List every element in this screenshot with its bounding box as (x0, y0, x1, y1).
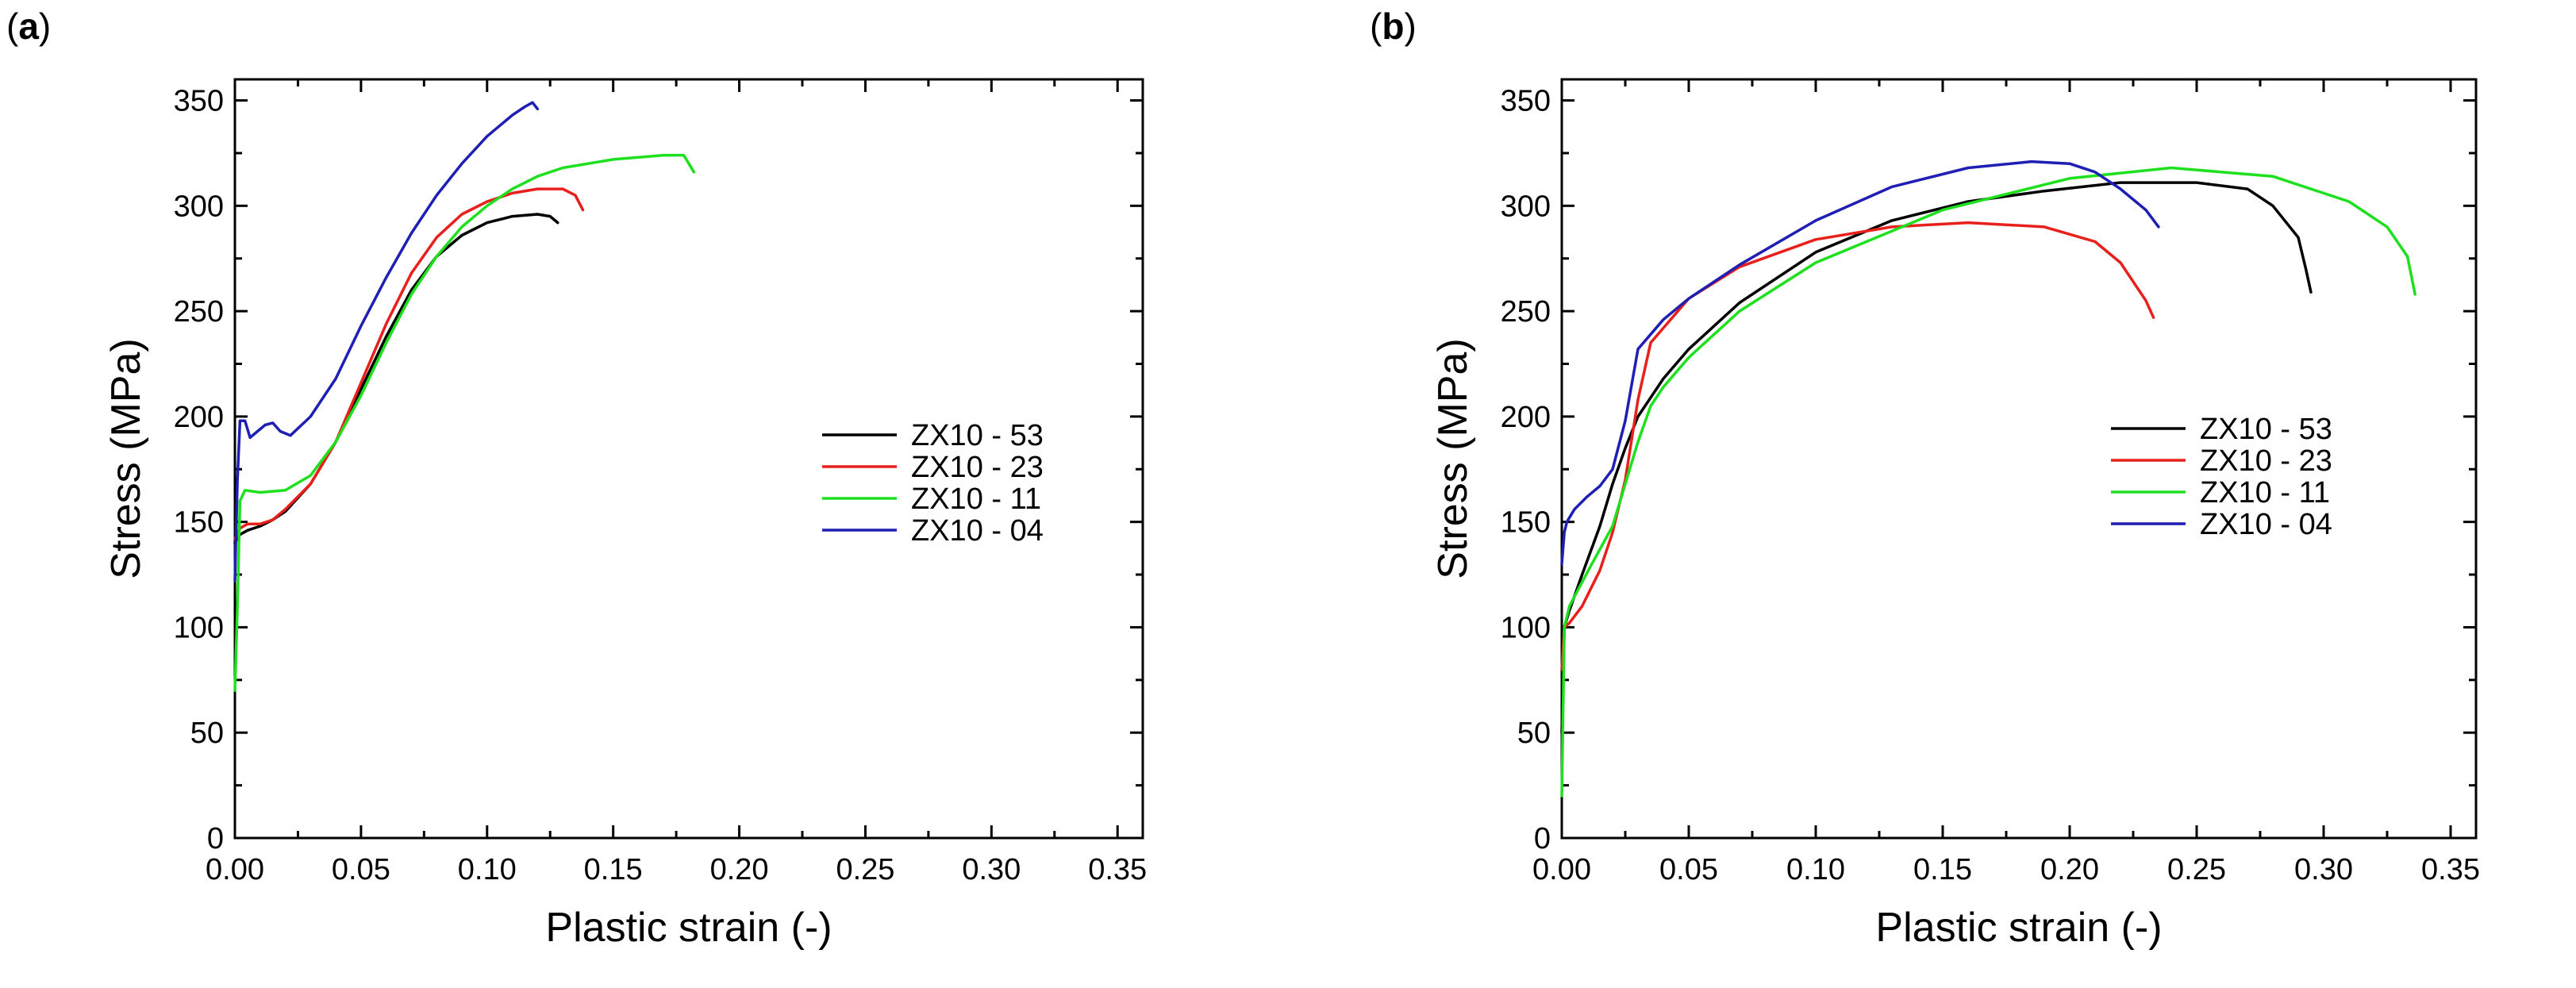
x-tick-label: 0.00 (206, 853, 264, 886)
series-line-zx10-53 (1560, 181, 2313, 734)
panel-label-close: ) (38, 6, 52, 47)
chart-b: 0.00 0.05 0.10 0.15 0.20 0.25 0.30 0.35 0 50 100 15… (1430, 78, 2480, 951)
legend-label: ZX10 - 53 (2200, 413, 2332, 446)
series-line-zx10-11 (233, 153, 696, 692)
plot-frame (1560, 78, 2478, 840)
series-line-zx10-11 (1560, 166, 2416, 798)
legend-label: ZX10 - 23 (911, 451, 1044, 484)
y-tick-label: 0 (1534, 822, 1551, 855)
x-tick-label: 0.25 (2167, 853, 2226, 886)
x-tick-label: 0.15 (1913, 853, 1972, 886)
series-line-zx10-04 (1560, 160, 2160, 566)
x-tick-label: 0.05 (1659, 853, 1718, 886)
panel-label-letter: a (18, 6, 39, 47)
y-tick-label: 100 (174, 611, 224, 644)
y-tick-label: 50 (1517, 717, 1551, 750)
y-tick-label: 350 (1501, 85, 1551, 118)
legend-label: ZX10 - 04 (911, 514, 1044, 548)
panel-label-letter: b (1382, 6, 1405, 47)
x-tick-label: 0.05 (332, 853, 390, 886)
series-line-zx10-23 (233, 187, 585, 540)
series-line-zx10-04 (233, 101, 540, 582)
panel-label-open: ( (6, 6, 19, 47)
legend-label: ZX10 - 23 (2200, 444, 2332, 478)
x-tick-label: 0.20 (710, 853, 769, 886)
x-tick-label: 0.20 (2040, 853, 2099, 886)
x-tick-label: 0.10 (1786, 853, 1845, 886)
y-tick-label: 50 (190, 717, 224, 750)
y-tick-label: 0 (207, 822, 224, 855)
chart-a: 0.00 0.05 0.10 0.15 0.20 0.25 0.30 0.35 0 50 100 15… (103, 78, 1147, 951)
y-tick-label: 100 (1501, 611, 1551, 644)
x-axis-label: Plastic strain (-) (545, 905, 832, 951)
x-tick-label: 0.15 (584, 853, 643, 886)
legend-label: ZX10 - 11 (2200, 476, 2330, 509)
panel-label-open: ( (1370, 6, 1382, 47)
x-axis-label: Plastic strain (-) (1875, 905, 2162, 951)
plot-frame (233, 78, 1144, 840)
x-tick-label: 0.10 (458, 853, 517, 886)
legend-label: ZX10 - 11 (911, 482, 1041, 516)
y-tick-label: 150 (174, 506, 224, 540)
x-tick-label: 0.30 (962, 853, 1021, 886)
legend-label: ZX10 - 04 (2200, 508, 2332, 541)
x-tick-label: 0.25 (836, 853, 894, 886)
y-tick-label: 250 (1501, 295, 1551, 329)
x-tick-label: 0.35 (2421, 853, 2480, 886)
x-tick-label: 0.00 (1532, 853, 1591, 886)
y-axis-label: Stress (MPa) (1430, 338, 1476, 579)
y-tick-label: 150 (1501, 506, 1551, 540)
panel-label-b: (b) (1370, 5, 1417, 48)
legend-label: ZX10 - 53 (911, 419, 1044, 452)
series-line-zx10-53 (233, 213, 559, 544)
y-axis-label: Stress (MPa) (103, 338, 149, 579)
panel-label-a: (a) (6, 5, 51, 48)
x-tick-label: 0.35 (1088, 853, 1147, 886)
y-tick-label: 200 (1501, 401, 1551, 434)
y-tick-label: 350 (174, 85, 224, 118)
y-tick-label: 300 (174, 190, 224, 223)
y-tick-label: 250 (174, 295, 224, 329)
x-tick-label: 0.30 (2294, 853, 2353, 886)
y-tick-label: 300 (1501, 190, 1551, 223)
y-tick-label: 200 (174, 401, 224, 434)
panel-label-close: ) (1404, 6, 1417, 47)
series-line-zx10-23 (1560, 221, 2155, 671)
